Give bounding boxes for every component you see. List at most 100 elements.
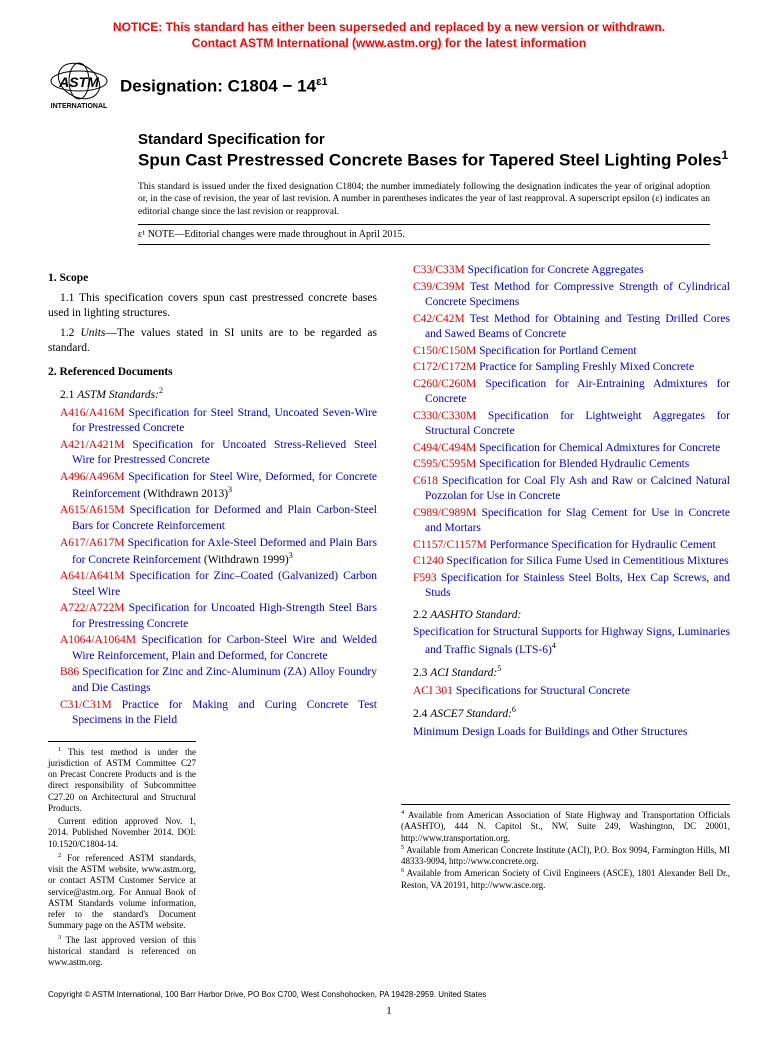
aci-ref: ACI 301 Specifications for Structural Co…	[401, 684, 730, 700]
ref-code[interactable]: B86	[60, 666, 79, 678]
ref-link[interactable]: Specification for Silica Fume Used in Ce…	[444, 555, 729, 567]
footnotes-right: 4 Available from American Association of…	[401, 804, 730, 891]
scope-head: 1. Scope	[48, 271, 377, 287]
astm-logo: ASTM INTERNATIONAL	[48, 61, 110, 111]
header-row: ASTM INTERNATIONAL Designation: C1804 − …	[48, 61, 730, 111]
ref-code[interactable]: A615/A615M	[60, 504, 125, 516]
designation: Designation: C1804 − 14ɛ1	[120, 76, 328, 97]
reference-item: C989/C989M Specification for Slag Cement…	[401, 506, 730, 537]
ref-code[interactable]: A421/A421M	[60, 439, 125, 451]
page-number: 1	[48, 1005, 730, 1017]
svg-text:INTERNATIONAL: INTERNATIONAL	[51, 103, 108, 110]
refdocs-head: 2. Referenced Documents	[48, 365, 377, 381]
reference-item: B86 Specification for Zinc and Zinc-Alum…	[48, 665, 377, 696]
ref-code[interactable]: C989/C989M	[413, 507, 476, 519]
ref-link[interactable]: Test Method for Obtaining and Testing Dr…	[425, 313, 730, 341]
ref-code[interactable]: C31/C31M	[60, 699, 112, 711]
reference-item: A421/A421M Specification for Uncoated St…	[48, 438, 377, 469]
footnote: 3 The last approved version of this hist…	[48, 934, 196, 969]
ref-link[interactable]: Specification for Portland Cement	[476, 345, 636, 357]
aashto-ref: Specification for Structural Supports fo…	[401, 625, 730, 658]
title-line1: Standard Specification for	[138, 131, 730, 148]
ref-link[interactable]: Specification for Zinc and Zinc-Aluminum…	[72, 666, 377, 694]
reference-item: A496/A496M Specification for Steel Wire,…	[48, 470, 377, 503]
reference-item: A1064/A1064M Specification for Carbon-St…	[48, 633, 377, 664]
right-column: C33/C33M Specification for Concrete Aggr…	[401, 263, 730, 970]
designation-eps: ɛ1	[316, 76, 328, 88]
reference-item: C260/C260M Specification for Air-Entrain…	[401, 377, 730, 408]
ref-code[interactable]: C39/C39M	[413, 281, 465, 293]
ref-code[interactable]: A641/A641M	[60, 570, 125, 582]
left-column: 1. Scope 1.1 This specification covers s…	[48, 263, 377, 970]
reference-item: C330/C330M Specification for Lightweight…	[401, 409, 730, 440]
ref-code[interactable]: C42/C42M	[413, 313, 465, 325]
reference-item: C494/C494M Specification for Chemical Ad…	[401, 441, 730, 457]
issuance-note: This standard is issued under the fixed …	[138, 181, 710, 218]
ref-code[interactable]: C494/C494M	[413, 442, 476, 454]
scope-p2: 1.2 Units—The values stated in SI units …	[48, 326, 377, 357]
ref-code[interactable]: C618	[413, 475, 438, 487]
reference-item: A617/A617M Specification for Axle-Steel …	[48, 536, 377, 569]
ref-code[interactable]: F593	[413, 572, 437, 584]
ref-link[interactable]: Specification for Coal Fly Ash and Raw o…	[425, 475, 730, 503]
ref-code[interactable]: C330/C330M	[413, 410, 476, 422]
footnote: 4 Available from American Association of…	[401, 809, 730, 844]
ref-link[interactable]: Specification for Blended Hydraulic Ceme…	[476, 458, 689, 470]
ref-code[interactable]: C33/C33M	[413, 264, 465, 276]
footnote: 1 This test method is under the jurisdic…	[48, 746, 196, 815]
reference-item: C150/C150M Specification for Portland Ce…	[401, 344, 730, 360]
ref-link[interactable]: Performance Specification for Hydraulic …	[487, 539, 716, 551]
reference-item: C1157/C1157M Performance Specification f…	[401, 538, 730, 554]
reference-item: C172/C172M Practice for Sampling Freshly…	[401, 360, 730, 376]
ref-link[interactable]: Specification for Concrete Aggregates	[465, 264, 644, 276]
ref-code[interactable]: C1157/C1157M	[413, 539, 487, 551]
footnote: 6 Available from American Society of Civ…	[401, 867, 730, 891]
ref-code[interactable]: A416/A416M	[60, 407, 125, 419]
ref-link[interactable]: Practice for Sampling Freshly Mixed Conc…	[476, 361, 694, 373]
notice-line2: Contact ASTM International (www.astm.org…	[192, 36, 586, 50]
ref-link[interactable]: Test Method for Compressive Strength of …	[425, 281, 730, 309]
sub-2-2: 2.2 AASHTO Standard:	[401, 608, 730, 624]
ref-link[interactable]: Specification for Chemical Admixtures fo…	[476, 442, 720, 454]
ref-link[interactable]: Specification for Stainless Steel Bolts,…	[425, 572, 730, 600]
ref-code[interactable]: C172/C172M	[413, 361, 476, 373]
asce-ref: Minimum Design Loads for Buildings and O…	[401, 725, 730, 741]
reference-item: C33/C33M Specification for Concrete Aggr…	[401, 263, 730, 279]
svg-text:ASTM: ASTM	[58, 74, 99, 90]
reference-item: A416/A416M Specification for Steel Stran…	[48, 406, 377, 437]
title-block: Standard Specification for Spun Cast Pre…	[138, 131, 730, 171]
copyright: Copyright © ASTM International, 100 Barr…	[48, 990, 730, 999]
reference-item: C42/C42M Test Method for Obtaining and T…	[401, 312, 730, 343]
scope-p1: 1.1 This specification covers spun cast …	[48, 291, 377, 322]
reference-item: A641/A641M Specification for Zinc–Coated…	[48, 569, 377, 600]
ref-code[interactable]: C260/C260M	[413, 378, 476, 390]
notice-banner: NOTICE: This standard has either been su…	[48, 20, 730, 51]
reference-item: A722/A722M Specification for Uncoated Hi…	[48, 601, 377, 632]
reference-item: F593 Specification for Stainless Steel B…	[401, 571, 730, 602]
ref-code[interactable]: A496/A496M	[60, 471, 125, 483]
ref-code[interactable]: C1240	[413, 555, 444, 567]
sub-2-3: 2.3 ACI Standard:5	[401, 664, 730, 681]
footnote: 2 For referenced ASTM standards, visit t…	[48, 852, 196, 932]
ref-code[interactable]: A722/A722M	[60, 602, 125, 614]
sub-2-1: 2.1 ASTM Standards:2	[48, 386, 377, 403]
ref-code[interactable]: C150/C150M	[413, 345, 476, 357]
reference-item: C595/C595M Specification for Blended Hyd…	[401, 457, 730, 473]
footnotes-left: 1 This test method is under the jurisdic…	[48, 741, 196, 969]
reference-item: C618 Specification for Coal Fly Ash and …	[401, 474, 730, 505]
notice-line1: NOTICE: This standard has either been su…	[113, 20, 665, 34]
ref-code[interactable]: A617/A617M	[60, 537, 125, 549]
reference-item: C31/C31M Practice for Making and Curing …	[48, 698, 377, 729]
footnote: 5 Available from American Concrete Insti…	[401, 844, 730, 868]
editorial-note: ɛ¹ NOTE—Editorial changes were made thro…	[138, 224, 710, 245]
reference-item: C1240 Specification for Silica Fume Used…	[401, 554, 730, 570]
reference-item: A615/A615M Specification for Deformed an…	[48, 503, 377, 534]
reference-item: C39/C39M Test Method for Compressive Str…	[401, 280, 730, 311]
designation-label: Designation: C1804 − 14	[120, 77, 316, 96]
footnote: Current edition approved Nov. 1, 2014. P…	[48, 816, 196, 850]
title-line2: Spun Cast Prestressed Concrete Bases for…	[138, 148, 730, 171]
ref-link[interactable]: Practice for Making and Curing Concrete …	[72, 699, 377, 727]
ref-code[interactable]: A1064/A1064M	[60, 634, 136, 646]
sub-2-4: 2.4 ASCE7 Standard:6	[401, 705, 730, 722]
ref-code[interactable]: C595/C595M	[413, 458, 476, 470]
